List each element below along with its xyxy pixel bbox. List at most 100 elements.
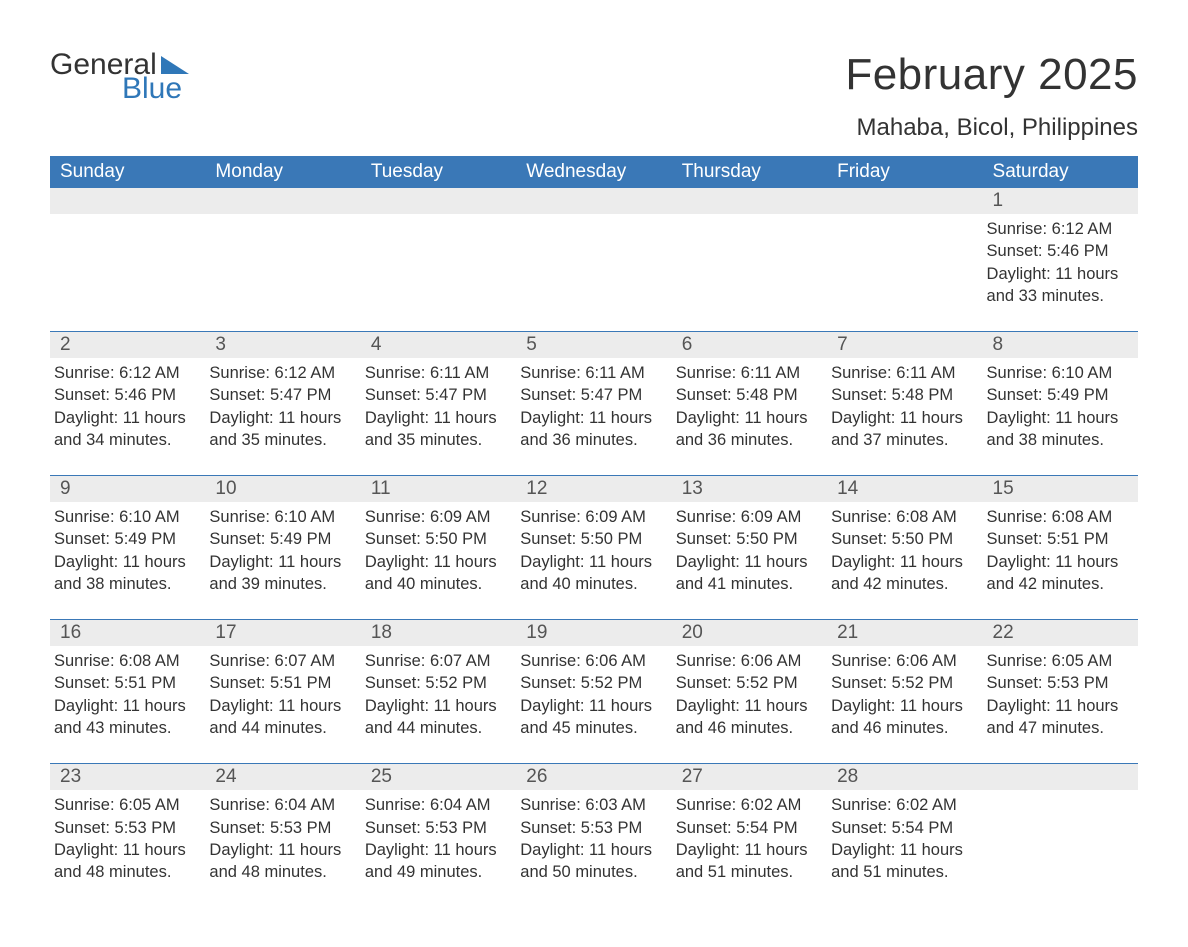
daylight-line: Daylight: 11 hours and 40 minutes.: [365, 551, 506, 596]
day-detail-cell: Sunrise: 6:08 AMSunset: 5:51 PMDaylight:…: [50, 646, 205, 764]
sunrise-line: Sunrise: 6:04 AM: [209, 794, 350, 816]
sunrise-line: Sunrise: 6:06 AM: [831, 650, 972, 672]
day-detail-row: Sunrise: 6:10 AMSunset: 5:49 PMDaylight:…: [50, 502, 1138, 620]
daylight-line: Daylight: 11 hours and 46 minutes.: [676, 695, 817, 740]
day-number-cell: 18: [361, 620, 516, 646]
sunset-line: Sunset: 5:53 PM: [987, 672, 1128, 694]
day-number-cell: 13: [672, 476, 827, 502]
day-number-cell: [205, 188, 360, 214]
day-number-cell: [516, 188, 671, 214]
day-detail-cell: Sunrise: 6:12 AMSunset: 5:47 PMDaylight:…: [205, 358, 360, 476]
sunrise-line: Sunrise: 6:08 AM: [987, 506, 1128, 528]
day-header: Friday: [827, 156, 982, 188]
daylight-line: Daylight: 11 hours and 38 minutes.: [54, 551, 195, 596]
day-detail-cell: Sunrise: 6:03 AMSunset: 5:53 PMDaylight:…: [516, 790, 671, 907]
day-detail-row: Sunrise: 6:05 AMSunset: 5:53 PMDaylight:…: [50, 790, 1138, 907]
sunrise-line: Sunrise: 6:08 AM: [54, 650, 195, 672]
day-number-cell: 5: [516, 332, 671, 358]
day-detail-cell: Sunrise: 6:06 AMSunset: 5:52 PMDaylight:…: [672, 646, 827, 764]
day-detail-cell: Sunrise: 6:06 AMSunset: 5:52 PMDaylight:…: [516, 646, 671, 764]
sunset-line: Sunset: 5:54 PM: [676, 817, 817, 839]
day-detail-row: Sunrise: 6:12 AMSunset: 5:46 PMDaylight:…: [50, 214, 1138, 332]
day-number-cell: 7: [827, 332, 982, 358]
sunrise-line: Sunrise: 6:02 AM: [676, 794, 817, 816]
day-number-cell: 15: [983, 476, 1138, 502]
day-detail-cell: Sunrise: 6:08 AMSunset: 5:51 PMDaylight:…: [983, 502, 1138, 620]
daylight-line: Daylight: 11 hours and 49 minutes.: [365, 839, 506, 884]
daylight-line: Daylight: 11 hours and 36 minutes.: [520, 407, 661, 452]
sunset-line: Sunset: 5:52 PM: [365, 672, 506, 694]
daylight-line: Daylight: 11 hours and 36 minutes.: [676, 407, 817, 452]
daylight-line: Daylight: 11 hours and 51 minutes.: [831, 839, 972, 884]
sunset-line: Sunset: 5:47 PM: [365, 384, 506, 406]
daylight-line: Daylight: 11 hours and 48 minutes.: [54, 839, 195, 884]
day-detail-cell: [672, 214, 827, 332]
day-detail-cell: Sunrise: 6:10 AMSunset: 5:49 PMDaylight:…: [983, 358, 1138, 476]
day-number-cell: 25: [361, 764, 516, 790]
sunset-line: Sunset: 5:46 PM: [54, 384, 195, 406]
location-label: Mahaba, Bicol, Philippines: [50, 114, 1138, 142]
sunrise-line: Sunrise: 6:12 AM: [987, 218, 1128, 240]
sunrise-line: Sunrise: 6:07 AM: [365, 650, 506, 672]
daylight-line: Daylight: 11 hours and 50 minutes.: [520, 839, 661, 884]
day-number-cell: [672, 188, 827, 214]
day-number-cell: 11: [361, 476, 516, 502]
sunset-line: Sunset: 5:49 PM: [987, 384, 1128, 406]
day-detail-cell: [50, 214, 205, 332]
day-header: Thursday: [672, 156, 827, 188]
day-detail-cell: Sunrise: 6:09 AMSunset: 5:50 PMDaylight:…: [516, 502, 671, 620]
daylight-line: Daylight: 11 hours and 42 minutes.: [831, 551, 972, 596]
day-number-cell: 1: [983, 188, 1138, 214]
day-number-cell: 16: [50, 620, 205, 646]
sunset-line: Sunset: 5:50 PM: [831, 528, 972, 550]
day-detail-cell: Sunrise: 6:07 AMSunset: 5:52 PMDaylight:…: [361, 646, 516, 764]
day-number-cell: 2: [50, 332, 205, 358]
day-detail-cell: Sunrise: 6:04 AMSunset: 5:53 PMDaylight:…: [361, 790, 516, 907]
day-detail-cell: Sunrise: 6:11 AMSunset: 5:47 PMDaylight:…: [516, 358, 671, 476]
sunrise-line: Sunrise: 6:10 AM: [987, 362, 1128, 384]
day-number-cell: 10: [205, 476, 360, 502]
sunset-line: Sunset: 5:50 PM: [365, 528, 506, 550]
sunrise-line: Sunrise: 6:12 AM: [209, 362, 350, 384]
daylight-line: Daylight: 11 hours and 42 minutes.: [987, 551, 1128, 596]
sunset-line: Sunset: 5:54 PM: [831, 817, 972, 839]
day-number-cell: 24: [205, 764, 360, 790]
day-detail-cell: [361, 214, 516, 332]
sunset-line: Sunset: 5:50 PM: [676, 528, 817, 550]
day-detail-cell: Sunrise: 6:02 AMSunset: 5:54 PMDaylight:…: [672, 790, 827, 907]
daylight-line: Daylight: 11 hours and 51 minutes.: [676, 839, 817, 884]
sunrise-line: Sunrise: 6:02 AM: [831, 794, 972, 816]
day-number-cell: 23: [50, 764, 205, 790]
day-number-cell: [361, 188, 516, 214]
day-detail-cell: Sunrise: 6:11 AMSunset: 5:47 PMDaylight:…: [361, 358, 516, 476]
daylight-line: Daylight: 11 hours and 34 minutes.: [54, 407, 195, 452]
day-detail-cell: Sunrise: 6:05 AMSunset: 5:53 PMDaylight:…: [983, 646, 1138, 764]
sunrise-line: Sunrise: 6:06 AM: [676, 650, 817, 672]
day-number-cell: [50, 188, 205, 214]
day-number-row: 2345678: [50, 332, 1138, 358]
sunrise-line: Sunrise: 6:03 AM: [520, 794, 661, 816]
sunrise-line: Sunrise: 6:05 AM: [987, 650, 1128, 672]
day-detail-cell: [516, 214, 671, 332]
sunrise-line: Sunrise: 6:09 AM: [676, 506, 817, 528]
sunset-line: Sunset: 5:46 PM: [987, 240, 1128, 262]
daylight-line: Daylight: 11 hours and 48 minutes.: [209, 839, 350, 884]
page-title: February 2025: [845, 50, 1138, 100]
daylight-line: Daylight: 11 hours and 46 minutes.: [831, 695, 972, 740]
sunset-line: Sunset: 5:47 PM: [209, 384, 350, 406]
day-header: Monday: [205, 156, 360, 188]
daylight-line: Daylight: 11 hours and 38 minutes.: [987, 407, 1128, 452]
day-detail-cell: Sunrise: 6:12 AMSunset: 5:46 PMDaylight:…: [983, 214, 1138, 332]
day-detail-cell: Sunrise: 6:12 AMSunset: 5:46 PMDaylight:…: [50, 358, 205, 476]
sunset-line: Sunset: 5:51 PM: [209, 672, 350, 694]
day-detail-cell: Sunrise: 6:10 AMSunset: 5:49 PMDaylight:…: [205, 502, 360, 620]
day-detail-cell: Sunrise: 6:09 AMSunset: 5:50 PMDaylight:…: [672, 502, 827, 620]
sunset-line: Sunset: 5:50 PM: [520, 528, 661, 550]
day-number-cell: 26: [516, 764, 671, 790]
day-detail-cell: [983, 790, 1138, 907]
daylight-line: Daylight: 11 hours and 40 minutes.: [520, 551, 661, 596]
sunrise-line: Sunrise: 6:09 AM: [365, 506, 506, 528]
day-detail-cell: Sunrise: 6:09 AMSunset: 5:50 PMDaylight:…: [361, 502, 516, 620]
day-number-cell: [827, 188, 982, 214]
daylight-line: Daylight: 11 hours and 33 minutes.: [987, 263, 1128, 308]
